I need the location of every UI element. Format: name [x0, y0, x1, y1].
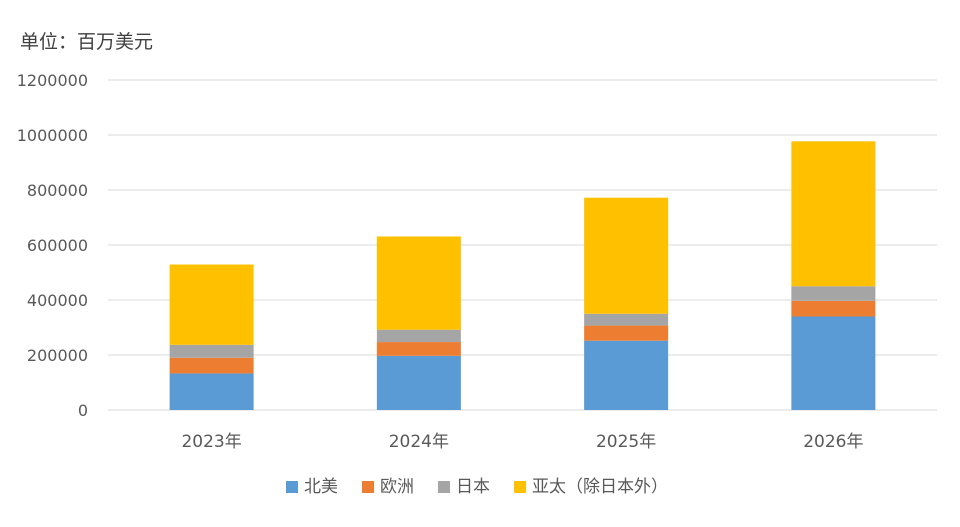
y-tick-label: 1200000: [17, 71, 88, 90]
bar-segment: [169, 357, 254, 374]
y-tick-label: 1000000: [17, 126, 88, 145]
y-tick-label: 200000: [27, 346, 88, 365]
bar-segment: [584, 325, 669, 341]
x-category-label: 2025年: [596, 432, 656, 452]
bar-segment: [376, 329, 461, 343]
bar-segment: [791, 316, 876, 410]
legend-label: 日本: [456, 477, 490, 497]
bar-segment: [169, 373, 254, 410]
bar-segment: [376, 342, 461, 356]
x-category-label: 2026年: [803, 432, 863, 452]
y-axis-ticks: 0 200000 400000 600000 800000 1000000 1200000: [17, 71, 88, 420]
bar-segment: [376, 355, 461, 410]
legend-swatch: [286, 481, 298, 493]
legend-label: 北美: [304, 477, 338, 497]
bar-segment: [584, 340, 669, 410]
legend-swatch: [362, 481, 374, 493]
bars: [169, 141, 876, 410]
x-category-label: 2023年: [181, 432, 241, 452]
legend-label: 亚太（除日本外）: [532, 477, 668, 497]
x-axis-categories: 2023年 2024年 2025年 2026年: [181, 432, 863, 452]
bar-segment: [791, 300, 876, 317]
legend-label: 欧洲: [380, 477, 414, 497]
y-tick-label: 0: [78, 401, 88, 420]
unit-label: 单位：百万美元: [20, 31, 153, 53]
bar-segment: [584, 197, 669, 314]
bar-segment: [376, 236, 461, 330]
y-tick-label: 800000: [27, 181, 88, 200]
bar-segment: [791, 286, 876, 301]
legend: 北美 欧洲 日本 亚太（除日本外）: [286, 477, 668, 497]
bar-segment: [584, 313, 669, 326]
bar-segment: [169, 344, 254, 358]
bar-segment: [791, 141, 876, 287]
legend-swatch: [438, 481, 450, 493]
legend-swatch: [514, 481, 526, 493]
x-category-label: 2024年: [389, 432, 449, 452]
y-tick-label: 600000: [27, 236, 88, 255]
y-tick-label: 400000: [27, 291, 88, 310]
bar-segment: [169, 264, 254, 345]
